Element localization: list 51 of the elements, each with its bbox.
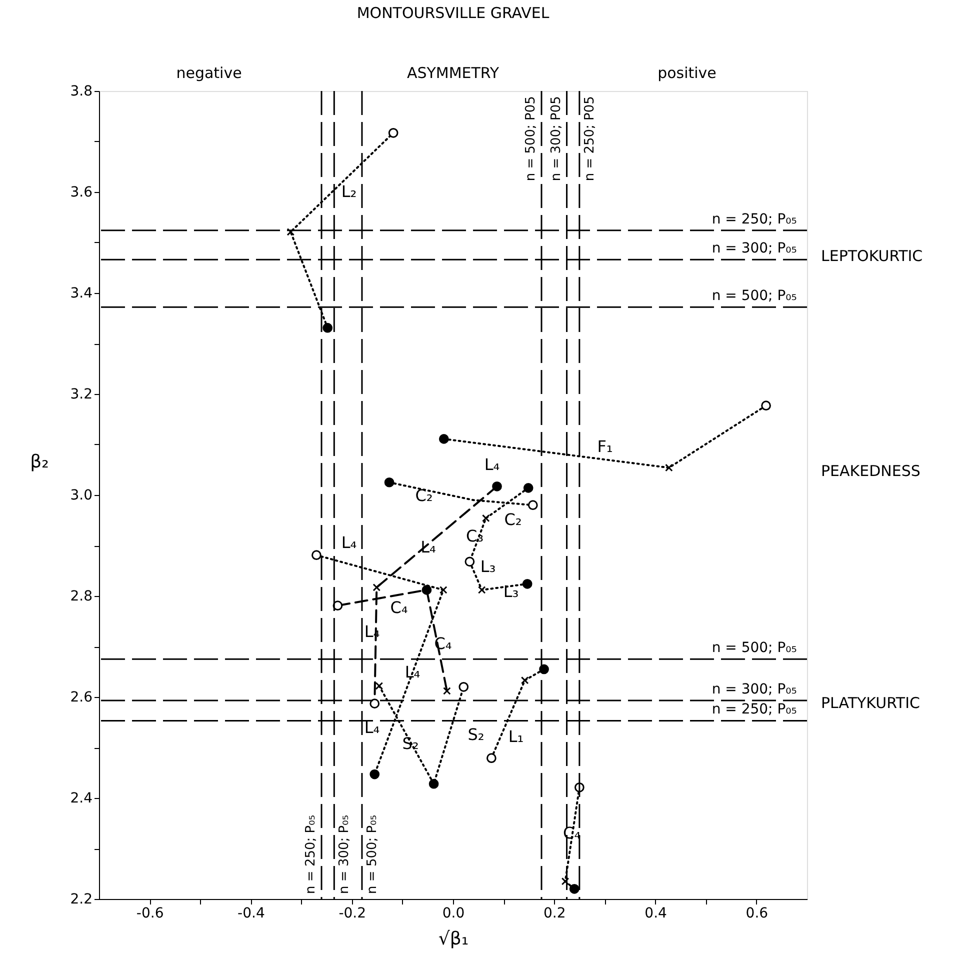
annotation: C₂ bbox=[415, 486, 433, 505]
annotation: L₄ bbox=[404, 662, 420, 682]
annotation: n = 500; P₀₅ bbox=[364, 814, 380, 894]
text: LEPTOKURTIC bbox=[821, 247, 923, 265]
x-tick-label: -0.4 bbox=[238, 906, 265, 922]
y-tick-label: 2.8 bbox=[70, 588, 92, 604]
annotation: L₄ bbox=[364, 718, 380, 737]
text: ASYMMETRY bbox=[406, 64, 500, 82]
y-tick-label: 3.2 bbox=[70, 386, 92, 402]
y-tick-label: 2.6 bbox=[70, 690, 93, 706]
x-axis-title: √β₁ bbox=[438, 928, 469, 950]
x-tick-label: -0.2 bbox=[338, 906, 366, 922]
y-tick-label: 3.0 bbox=[70, 488, 92, 504]
annotation: C₃ bbox=[466, 526, 484, 546]
x-tick-label: -0.6 bbox=[136, 906, 164, 922]
annotation: n = 250; P₀₅ bbox=[712, 211, 797, 228]
annotation: n = 300; P05 bbox=[548, 96, 564, 182]
annotation: n = 300; P₀₅ bbox=[712, 682, 797, 698]
x-tick-label: 0.4 bbox=[644, 906, 668, 922]
x-tick-label: 0.6 bbox=[746, 906, 768, 922]
annotation: n = 300; P₀₅ bbox=[712, 240, 797, 257]
annotation: C₄ bbox=[390, 598, 408, 617]
annotation: L₂ bbox=[341, 182, 357, 201]
y-tick-label: 2.2 bbox=[70, 892, 92, 908]
annotation: n = 500; P₀₅ bbox=[712, 288, 797, 304]
annotation: n = 500; P05 bbox=[524, 96, 538, 182]
text: positive bbox=[658, 64, 716, 82]
annotation: n = 250; P₀₅ bbox=[304, 814, 319, 894]
y-axis-title: β₂ bbox=[30, 451, 49, 472]
annotation: n = 300; P₀₅ bbox=[337, 814, 352, 894]
annotation: n = 500; P₀₅ bbox=[712, 640, 797, 656]
x-tick-label: 0.0 bbox=[442, 906, 465, 922]
annotation: C₂ bbox=[504, 510, 522, 529]
y-tick-label: 3.8 bbox=[70, 84, 92, 100]
y-tick-label: 3.4 bbox=[70, 286, 93, 302]
y-tick-label: 3.6 bbox=[70, 184, 93, 200]
text: PEAKEDNESS bbox=[821, 462, 920, 480]
y-tick-label: 2.4 bbox=[70, 790, 93, 806]
annotation: L₄ bbox=[484, 455, 500, 474]
x-tick-label: 0.2 bbox=[544, 906, 566, 922]
annotation: S₂ bbox=[468, 725, 484, 744]
annotation: L₃ bbox=[503, 582, 519, 601]
annotation: n = 250; P05 bbox=[582, 96, 598, 182]
text: PLATYKURTIC bbox=[821, 694, 920, 712]
annotation: L₁ bbox=[508, 727, 524, 746]
annotation: L₄ bbox=[341, 533, 357, 552]
annotation: F₁ bbox=[597, 437, 613, 456]
annotation: n = 250; P₀₅ bbox=[712, 702, 797, 718]
annotation: L₃ bbox=[480, 557, 496, 576]
chart-title: MONTOURSVILLE GRAVEL bbox=[356, 4, 550, 22]
text: negative bbox=[176, 64, 242, 82]
